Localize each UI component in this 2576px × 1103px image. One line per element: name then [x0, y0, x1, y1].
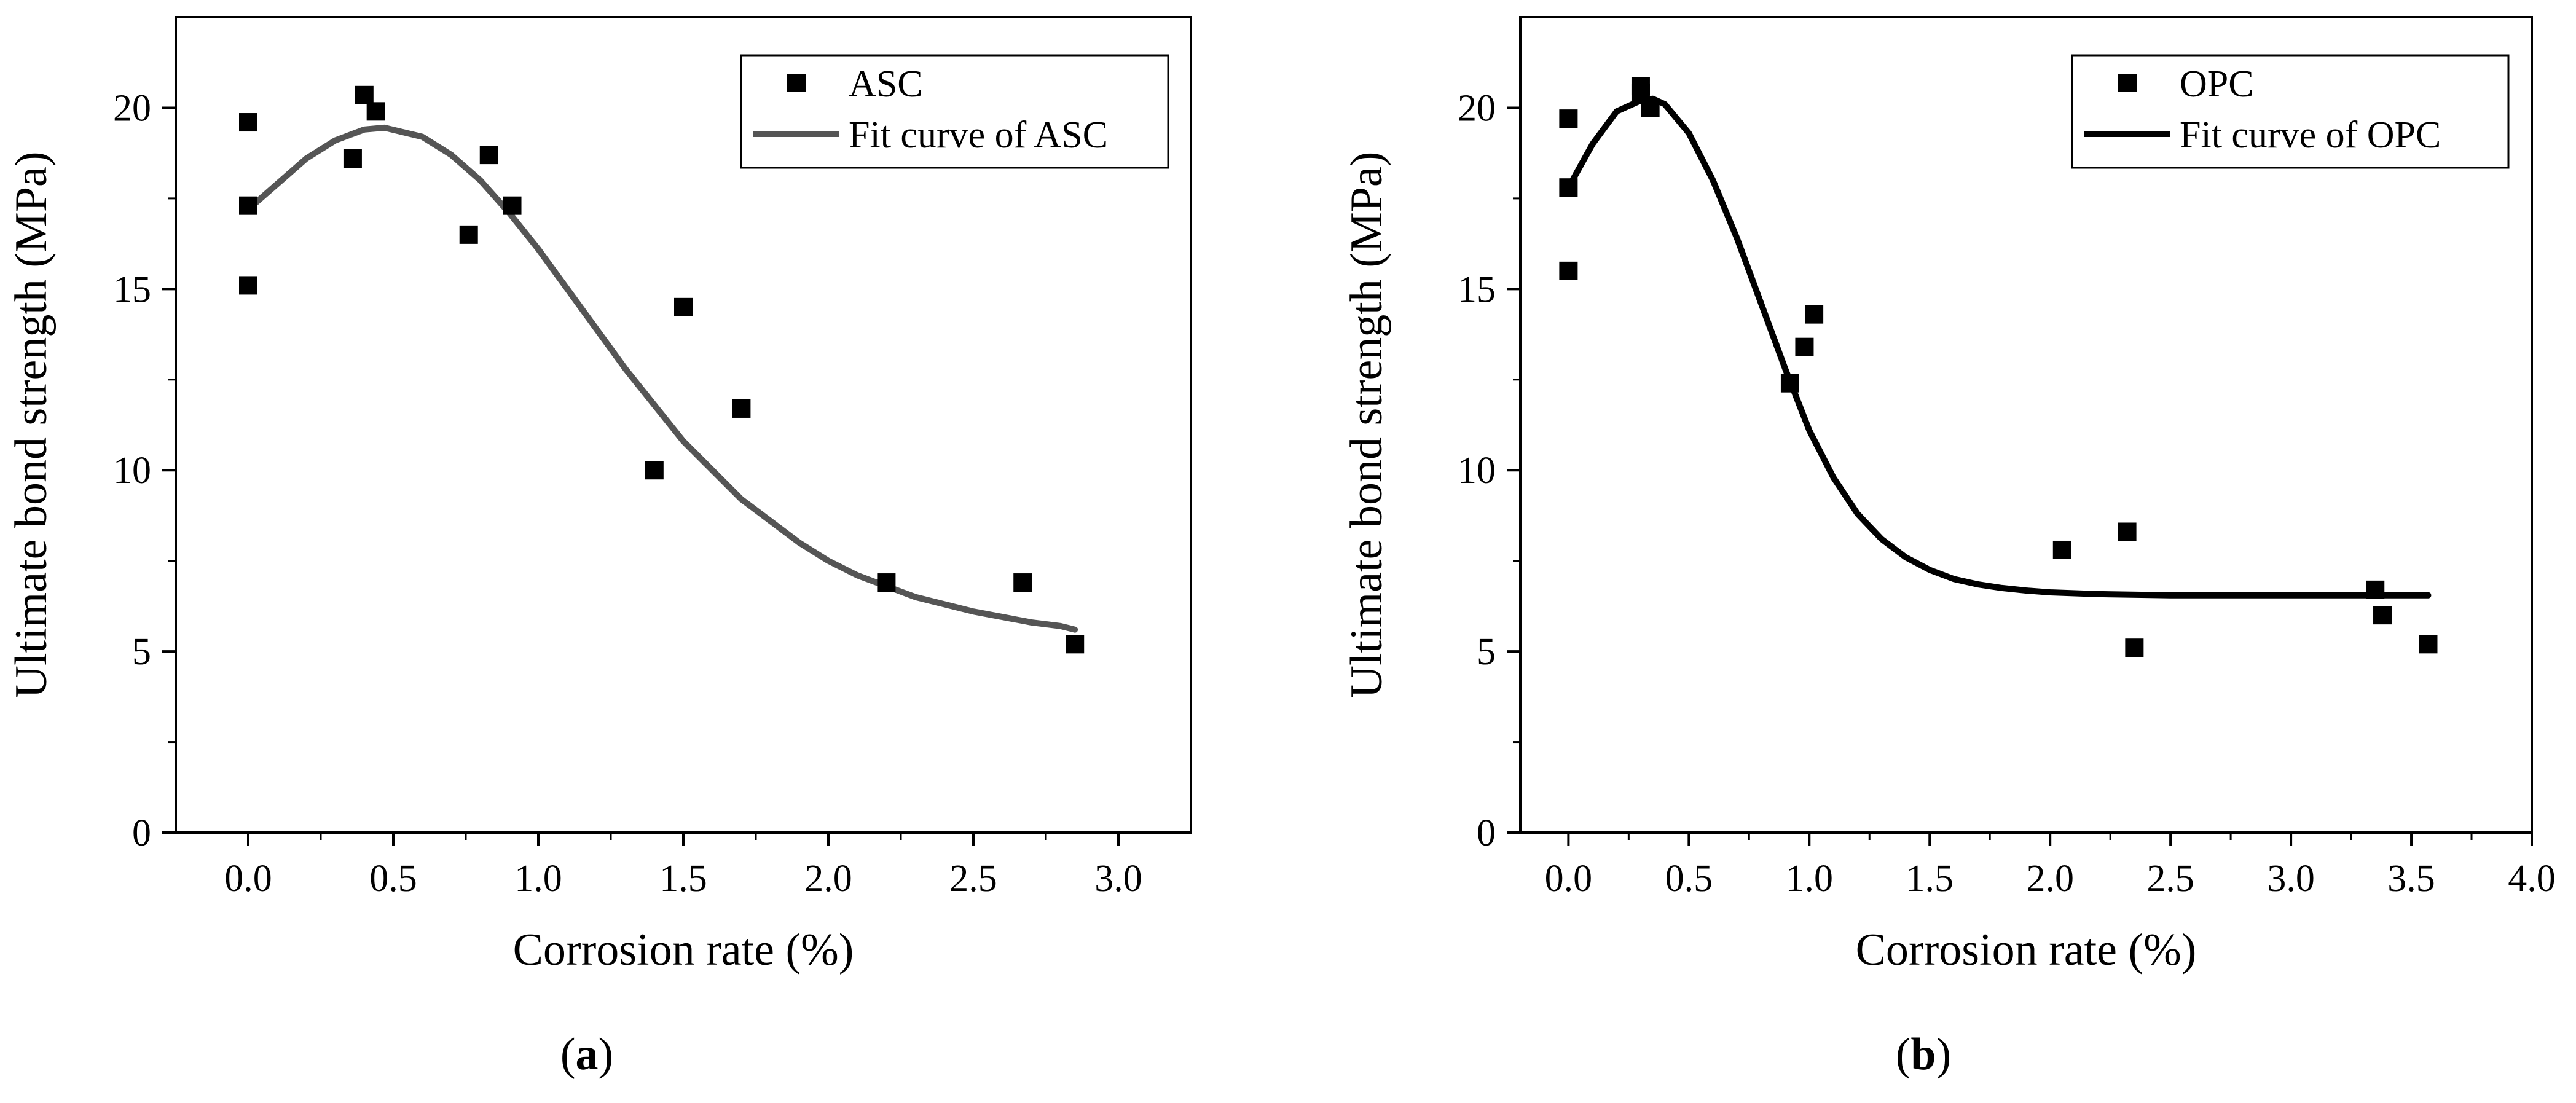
panel-label-open: (	[560, 1029, 576, 1080]
chart-a: 0.0 0.5 1.0 1.5 2.0 2.5 3.0 0 5 10 15 20 Corrosion r…	[6, 16, 1192, 1080]
data-point	[239, 196, 257, 215]
data-point	[1559, 261, 1578, 280]
data-point	[1559, 109, 1578, 128]
data-point	[366, 102, 385, 121]
data-point	[1641, 98, 1660, 117]
y-tick-label: 15	[1458, 269, 1496, 310]
x-tick-label: 2.5	[2146, 858, 2194, 900]
data-point	[732, 399, 751, 418]
x-tick-label: 3.0	[1094, 858, 1142, 900]
panel-label-letter: a	[576, 1029, 599, 1080]
legend-marker-swatch	[2118, 74, 2137, 92]
data-point	[2118, 522, 2137, 541]
panel-label-close: )	[1936, 1029, 1952, 1080]
data-point	[877, 573, 896, 592]
y-tick-label: 15	[113, 269, 151, 310]
y-tick-label: 5	[1477, 631, 1496, 673]
data-point	[479, 146, 498, 165]
fit-curve-line	[245, 124, 1078, 633]
y-tick-label: 20	[113, 87, 151, 129]
data-point	[1805, 305, 1824, 324]
data-point	[674, 297, 693, 316]
legend-label-markers: ASC	[849, 63, 923, 105]
data-point	[2419, 635, 2438, 654]
y-tick-label: 0	[1477, 812, 1496, 854]
x-tick-label: 2.0	[2026, 858, 2074, 900]
y-tick-label: 5	[132, 631, 151, 673]
data-point	[1559, 178, 1578, 197]
x-tick-label: 0.0	[1545, 858, 1593, 900]
y-tick-label: 10	[1458, 450, 1496, 492]
legend-box	[2071, 54, 2510, 169]
chart-b: 0.0 0.5 1.0 1.5 2.0 2.5 3.0 3.5 4.0 0 5 10 15 20 Corro…	[1341, 16, 2556, 1080]
x-tick-label: 1.0	[514, 858, 562, 900]
x-tick-label: 3.0	[2267, 858, 2315, 900]
data-point	[645, 461, 664, 480]
data-point	[1013, 573, 1032, 592]
legend-label-fit: Fit curve of OPC	[2180, 114, 2441, 156]
data-point	[355, 85, 374, 104]
data-point	[1066, 635, 1085, 654]
x-tick-label: 1.5	[1906, 858, 1954, 900]
data-point	[1780, 374, 1799, 393]
x-tick-label: 1.0	[1786, 858, 1834, 900]
y-tick-label: 0	[132, 812, 151, 854]
x-tick-label: 4.0	[2508, 858, 2556, 900]
x-tick-label: 3.5	[2387, 858, 2435, 900]
panel-label: (a)	[560, 1029, 613, 1080]
panel-label: (b)	[1896, 1029, 1951, 1080]
data-point	[239, 276, 257, 295]
panel-label-open: (	[1896, 1029, 1911, 1080]
legend-box	[740, 54, 1169, 169]
fit-curve-line	[1565, 95, 2432, 599]
data-point	[2373, 606, 2392, 625]
data-point	[343, 149, 362, 168]
y-tick-label: 20	[1458, 87, 1496, 129]
x-tick-label: 0.5	[369, 858, 417, 900]
data-point	[239, 113, 257, 132]
panel-label-close: )	[599, 1029, 614, 1080]
data-point	[1795, 337, 1814, 356]
x-tick-label: 1.5	[659, 858, 707, 900]
x-tick-label: 2.0	[804, 858, 852, 900]
data-point	[2052, 540, 2071, 559]
legend-label-markers: OPC	[2180, 63, 2254, 105]
y-axis-title: Ultimate bond strength (MPa)	[6, 152, 57, 699]
legend-marker-swatch	[787, 74, 806, 92]
x-tick-label: 0.0	[224, 858, 272, 900]
y-tick-label: 10	[113, 450, 151, 492]
x-axis-title: Corrosion rate (%)	[513, 925, 854, 975]
x-tick-label: 0.5	[1665, 858, 1713, 900]
plot-frame	[1519, 16, 2533, 834]
x-axis-title: Corrosion rate (%)	[1856, 925, 2197, 975]
data-point	[2366, 580, 2385, 599]
data-point	[459, 225, 478, 244]
x-tick-label: 2.5	[949, 858, 997, 900]
legend-label-fit: Fit curve of ASC	[849, 114, 1108, 156]
data-point	[2125, 638, 2144, 657]
y-axis-title: Ultimate bond strength (MPa)	[1341, 152, 1392, 699]
panel-label-letter: b	[1910, 1029, 1936, 1080]
data-point	[503, 196, 522, 215]
